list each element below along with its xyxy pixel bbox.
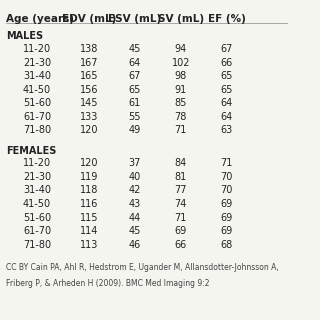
Text: 69: 69 xyxy=(221,199,233,209)
Text: 68: 68 xyxy=(221,240,233,250)
Text: 64: 64 xyxy=(221,112,233,122)
Text: 65: 65 xyxy=(220,85,233,95)
Text: 43: 43 xyxy=(129,199,141,209)
Text: 116: 116 xyxy=(80,199,98,209)
Text: 69: 69 xyxy=(221,212,233,222)
Text: 85: 85 xyxy=(175,98,187,108)
Text: 98: 98 xyxy=(175,71,187,81)
Text: EDV (mL): EDV (mL) xyxy=(62,14,116,24)
Text: 71: 71 xyxy=(175,212,187,222)
Text: 94: 94 xyxy=(175,44,187,54)
Text: MALES: MALES xyxy=(6,31,43,41)
Text: 165: 165 xyxy=(80,71,98,81)
Text: 46: 46 xyxy=(129,240,141,250)
Text: 145: 145 xyxy=(80,98,98,108)
Text: 91: 91 xyxy=(175,85,187,95)
Text: 49: 49 xyxy=(129,125,141,135)
Text: 61: 61 xyxy=(129,98,141,108)
Text: 74: 74 xyxy=(175,199,187,209)
Text: 61-70: 61-70 xyxy=(23,112,51,122)
Text: 118: 118 xyxy=(80,186,98,196)
Text: 45: 45 xyxy=(129,44,141,54)
Text: 156: 156 xyxy=(80,85,98,95)
Text: 41-50: 41-50 xyxy=(23,85,51,95)
Text: 51-60: 51-60 xyxy=(23,98,51,108)
Text: 69: 69 xyxy=(221,226,233,236)
Text: 71-80: 71-80 xyxy=(23,125,51,135)
Text: 31-40: 31-40 xyxy=(23,71,51,81)
Text: 167: 167 xyxy=(80,58,98,68)
Text: 133: 133 xyxy=(80,112,98,122)
Text: FEMALES: FEMALES xyxy=(6,146,56,156)
Text: 11-20: 11-20 xyxy=(23,44,51,54)
Text: 78: 78 xyxy=(175,112,187,122)
Text: 21-30: 21-30 xyxy=(23,172,51,182)
Text: 67: 67 xyxy=(220,44,233,54)
Text: 70: 70 xyxy=(220,186,233,196)
Text: 65: 65 xyxy=(220,71,233,81)
Text: 113: 113 xyxy=(80,240,98,250)
Text: 119: 119 xyxy=(80,172,98,182)
Text: 66: 66 xyxy=(221,58,233,68)
Text: 102: 102 xyxy=(172,58,190,68)
Text: SV (mL): SV (mL) xyxy=(158,14,204,24)
Text: 64: 64 xyxy=(221,98,233,108)
Text: 71-80: 71-80 xyxy=(23,240,51,250)
Text: 77: 77 xyxy=(175,186,187,196)
Text: ESV (mL): ESV (mL) xyxy=(108,14,162,24)
Text: 11-20: 11-20 xyxy=(23,158,51,168)
Text: 114: 114 xyxy=(80,226,98,236)
Text: 71: 71 xyxy=(175,125,187,135)
Text: 115: 115 xyxy=(80,212,98,222)
Text: 81: 81 xyxy=(175,172,187,182)
Text: 21-30: 21-30 xyxy=(23,58,51,68)
Text: 31-40: 31-40 xyxy=(23,186,51,196)
Text: 66: 66 xyxy=(175,240,187,250)
Text: 45: 45 xyxy=(129,226,141,236)
Text: 42: 42 xyxy=(129,186,141,196)
Text: 41-50: 41-50 xyxy=(23,199,51,209)
Text: CC BY Cain PA, Ahl R, Hedstrom E, Ugander M, Allansdotter-Johnsson A,: CC BY Cain PA, Ahl R, Hedstrom E, Ugande… xyxy=(6,262,278,271)
Text: 70: 70 xyxy=(220,172,233,182)
Text: 69: 69 xyxy=(175,226,187,236)
Text: 63: 63 xyxy=(221,125,233,135)
Text: 40: 40 xyxy=(129,172,141,182)
Text: Age (years): Age (years) xyxy=(6,14,74,24)
Text: Friberg P, & Arheden H (2009). BMC Med Imaging 9:2: Friberg P, & Arheden H (2009). BMC Med I… xyxy=(6,279,209,288)
Text: 61-70: 61-70 xyxy=(23,226,51,236)
Text: 138: 138 xyxy=(80,44,98,54)
Text: 120: 120 xyxy=(80,125,98,135)
Text: 65: 65 xyxy=(129,85,141,95)
Text: 64: 64 xyxy=(129,58,141,68)
Text: 55: 55 xyxy=(129,112,141,122)
Text: 37: 37 xyxy=(129,158,141,168)
Text: 84: 84 xyxy=(175,158,187,168)
Text: 44: 44 xyxy=(129,212,141,222)
Text: 120: 120 xyxy=(80,158,98,168)
Text: 67: 67 xyxy=(129,71,141,81)
Text: 51-60: 51-60 xyxy=(23,212,51,222)
Text: EF (%): EF (%) xyxy=(208,14,246,24)
Text: 71: 71 xyxy=(220,158,233,168)
